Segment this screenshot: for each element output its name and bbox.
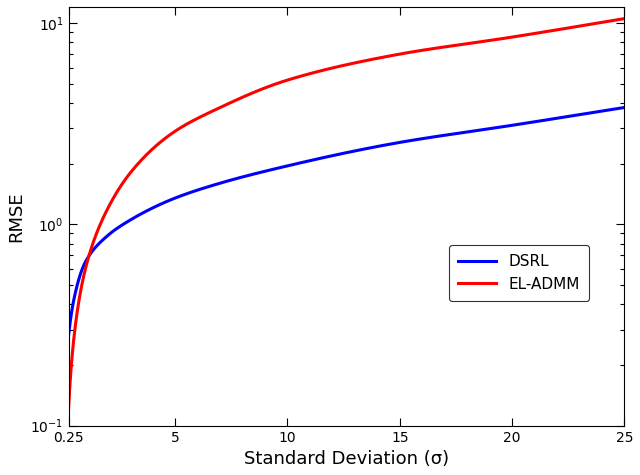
- Line: DSRL: DSRL: [68, 107, 624, 336]
- Y-axis label: RMSE: RMSE: [7, 191, 25, 242]
- X-axis label: Standard Deviation (σ): Standard Deviation (σ): [244, 450, 449, 468]
- DSRL: [122, 220, 129, 226]
- DSRL: [498, 124, 506, 130]
- DSRL: [289, 162, 297, 167]
- EL-ADMM: [498, 36, 506, 41]
- DSRL: [508, 123, 516, 128]
- EL-ADMM: [65, 407, 72, 413]
- EL-ADMM: [289, 76, 297, 81]
- Line: EL-ADMM: EL-ADMM: [68, 19, 624, 410]
- EL-ADMM: [310, 70, 317, 76]
- EL-ADMM: [122, 177, 129, 182]
- DSRL: [620, 104, 628, 110]
- Legend: DSRL, EL-ADMM: DSRL, EL-ADMM: [449, 245, 589, 301]
- EL-ADMM: [446, 43, 454, 49]
- EL-ADMM: [620, 16, 628, 21]
- EL-ADMM: [508, 34, 516, 40]
- DSRL: [446, 132, 454, 137]
- DSRL: [65, 333, 72, 339]
- DSRL: [310, 157, 317, 163]
